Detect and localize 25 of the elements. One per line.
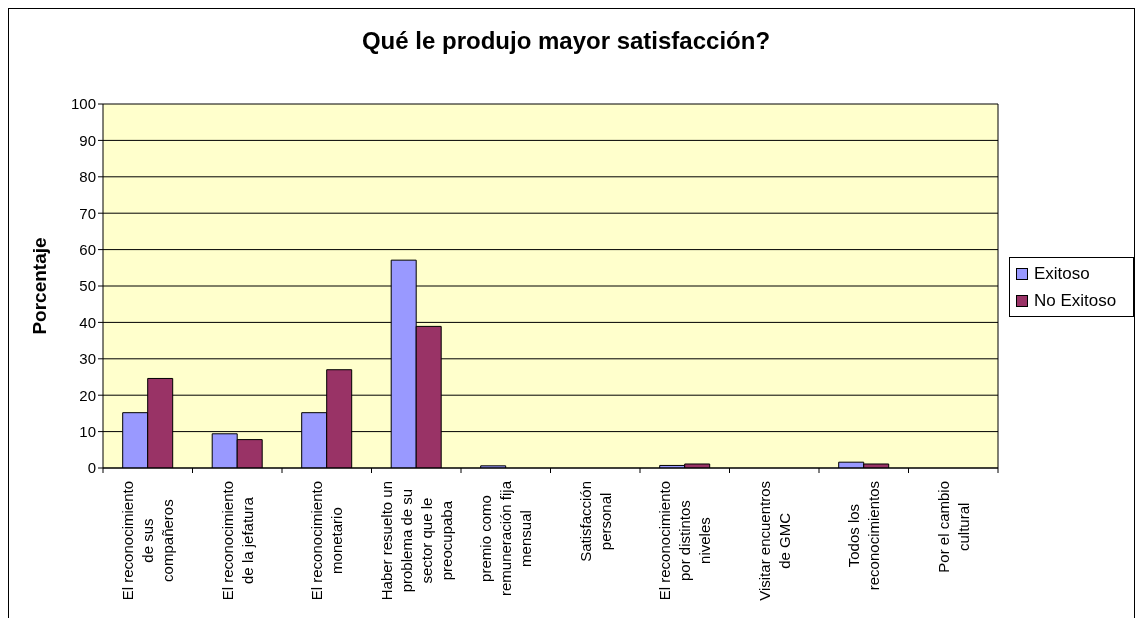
- x-tick-label: Satisfacción personal: [576, 481, 614, 562]
- x-tick-label: premio como remuneración fija mensual: [477, 480, 534, 597]
- x-tick-label: Por el cambio cultural: [934, 480, 972, 573]
- y-tick-label: 100: [70, 95, 96, 113]
- x-tick-label: Todos los reconocimientos: [845, 481, 882, 591]
- y-tick-label: 20: [79, 386, 96, 404]
- y-tick-label: 60: [79, 240, 96, 258]
- x-tick-label: El reconocimiento de la jefatura: [218, 480, 256, 601]
- x-tick-label: Haber resuelto un problema de su sector que le preocupaba: [377, 480, 455, 601]
- x-tick-label: Visitar encuentros de GMC: [755, 481, 793, 601]
- y-tick-label: 40: [79, 313, 96, 331]
- y-tick-label: 80: [79, 168, 96, 186]
- chart-title: Qué le produjo mayor satisfacción?: [360, 27, 772, 55]
- y-tick-label: 90: [79, 131, 96, 149]
- y-tick-label: 70: [79, 204, 96, 222]
- y-tick-label: 0: [87, 459, 96, 477]
- y-tick-label: 50: [79, 277, 96, 295]
- x-tick-label: El reconocimiento de sus compañeros: [119, 480, 176, 601]
- x-tick-label: El reconocimiento monetario: [308, 480, 345, 601]
- x-tick-label: El reconocimiento por distintos niveles: [656, 480, 713, 601]
- legend-label: No Exitoso: [1034, 290, 1117, 311]
- y-tick-label: 30: [79, 350, 96, 368]
- y-tick-label: 10: [79, 422, 96, 440]
- legend-label: Exitoso: [1034, 263, 1090, 284]
- y-axis-title: Porcentaje: [29, 237, 51, 335]
